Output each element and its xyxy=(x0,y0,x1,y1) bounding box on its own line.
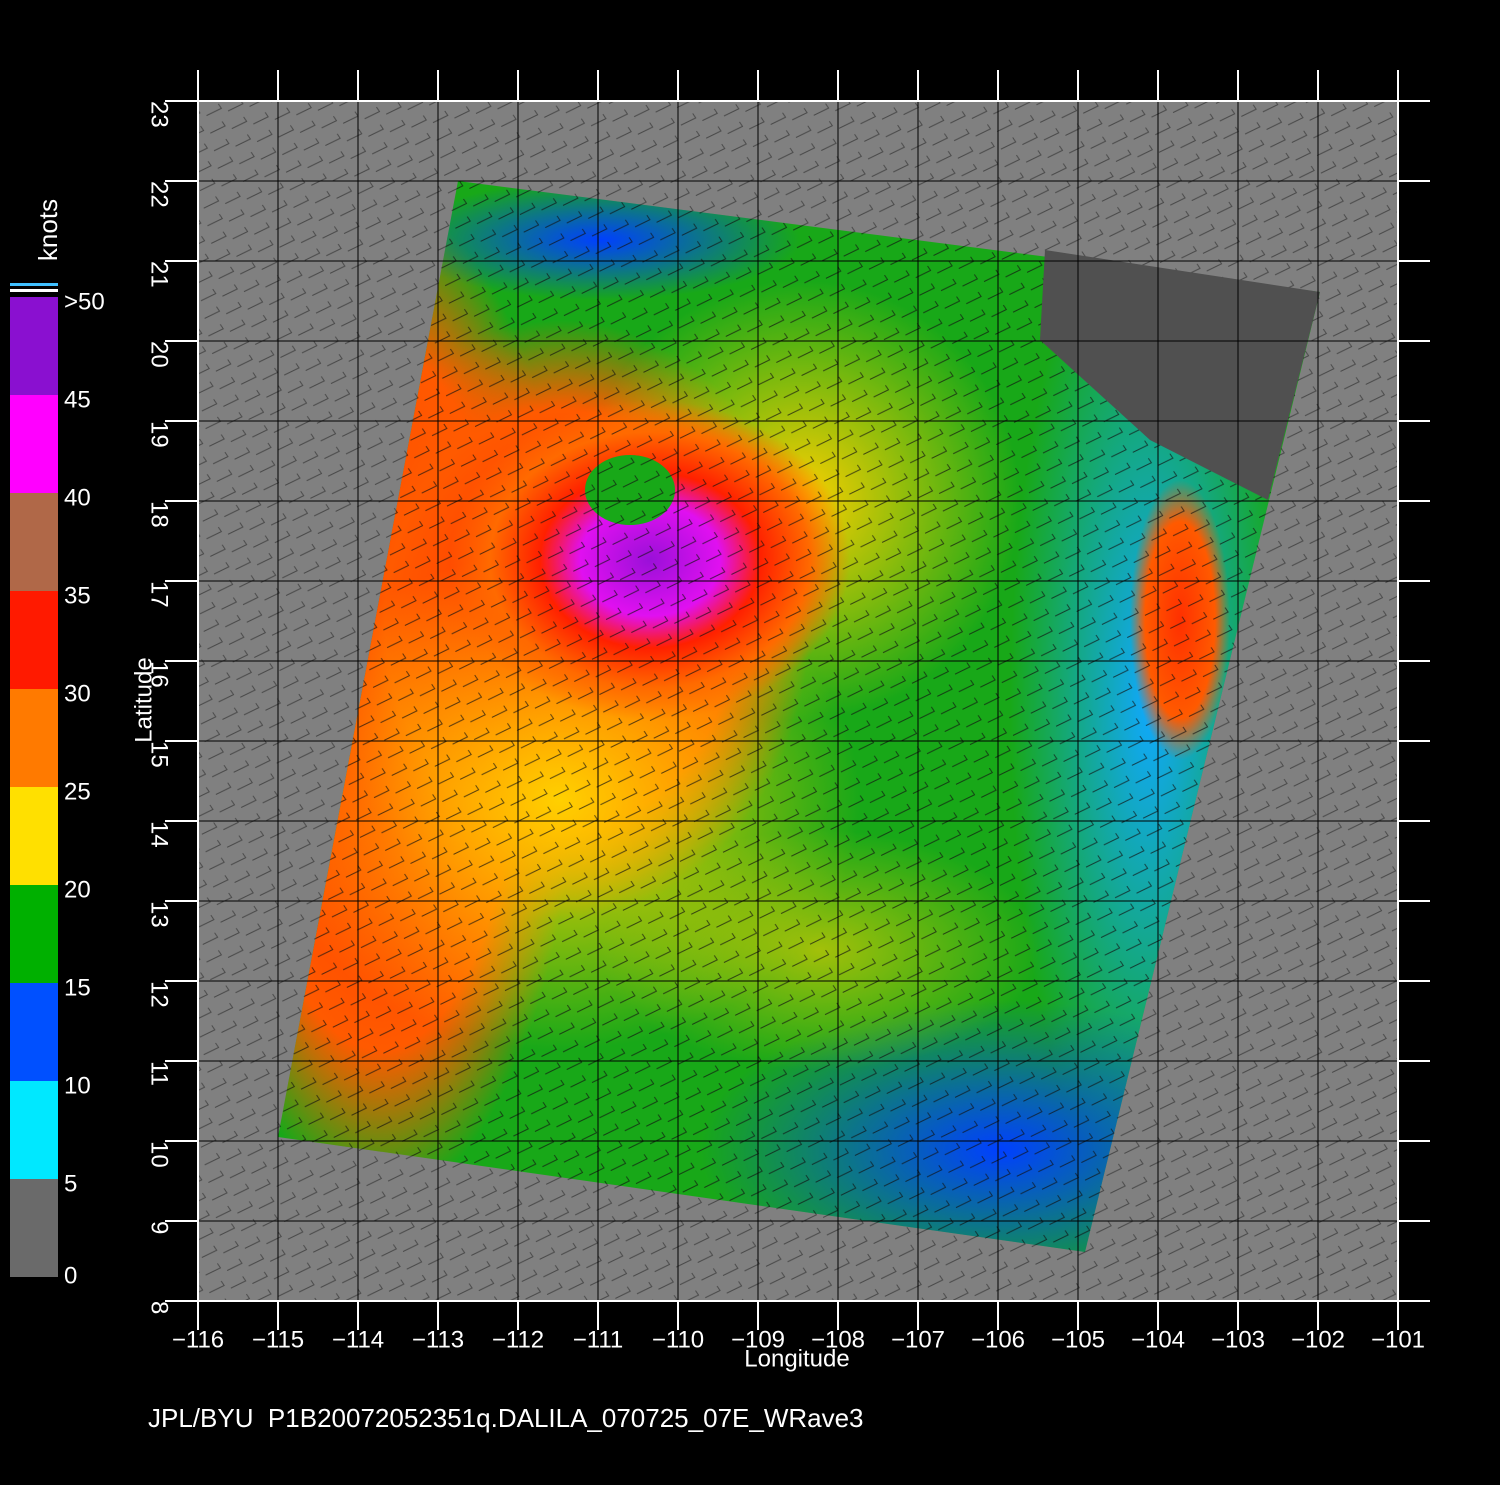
colorbar-band xyxy=(10,395,58,493)
colorbar-band xyxy=(10,493,58,591)
colorbar-tick-label: 15 xyxy=(64,974,91,1001)
colorbar-band xyxy=(10,1179,58,1277)
land-mask xyxy=(1040,250,1320,500)
colorbar-tick-label: 40 xyxy=(64,484,91,511)
y-tick-label: 8 xyxy=(146,1301,173,1314)
y-tick-label: 16 xyxy=(146,661,173,688)
x-tick-label: −104 xyxy=(1131,1326,1185,1353)
x-tick-label: −114 xyxy=(332,1326,384,1353)
colorbar-tick-label: >50 xyxy=(64,288,105,315)
colorbar-tick-label: 20 xyxy=(64,876,91,903)
x-tick-label: −109 xyxy=(731,1326,785,1353)
colorbar-decoration xyxy=(10,283,58,286)
colorbar-band xyxy=(10,297,58,395)
colorbar-band xyxy=(10,983,58,1081)
footer: JPL/BYU P1B20072052351q.DALILA_070725_07… xyxy=(148,1403,864,1433)
x-tick-label: −110 xyxy=(652,1326,704,1353)
y-tick-label: 9 xyxy=(146,1221,173,1234)
y-tick-label: 14 xyxy=(146,821,173,848)
colorbar-band xyxy=(10,591,58,689)
x-tick-label: −103 xyxy=(1211,1326,1265,1353)
y-tick-label: 19 xyxy=(146,421,173,448)
x-axis-label: Longitude xyxy=(744,1345,849,1372)
colorbar-tick-label: 45 xyxy=(64,386,91,413)
y-tick-label: 23 xyxy=(146,101,173,128)
x-tick-label: −101 xyxy=(1371,1326,1425,1353)
x-tick-label: −111 xyxy=(573,1326,624,1353)
colorbar-band xyxy=(10,787,58,885)
plot-area xyxy=(197,100,1399,1302)
x-tick-label: −113 xyxy=(412,1326,464,1353)
y-tick-label: 20 xyxy=(146,341,173,368)
colorbar-tick-label: 10 xyxy=(64,1072,91,1099)
y-tick-label: 15 xyxy=(146,741,173,768)
x-tick-label: −115 xyxy=(252,1326,304,1353)
y-tick-label: 21 xyxy=(146,261,173,288)
y-tick-label: 13 xyxy=(146,901,173,928)
y-tick-label: 12 xyxy=(146,981,173,1008)
colorbar-tick-label: 25 xyxy=(64,778,91,805)
x-tick-label: −108 xyxy=(811,1326,865,1353)
x-tick-label: −106 xyxy=(971,1326,1025,1353)
colorbar-tick-label: 0 xyxy=(64,1262,77,1289)
x-tick-label: −105 xyxy=(1051,1326,1105,1353)
plot-frame xyxy=(197,100,1399,1302)
x-tick-label: −112 xyxy=(492,1326,544,1353)
y-tick-label: 18 xyxy=(146,501,173,528)
colorbar-tick-label: 35 xyxy=(64,582,91,609)
y-tick-label: 10 xyxy=(146,1141,173,1168)
x-tick-label: −102 xyxy=(1291,1326,1345,1353)
y-tick-label: 17 xyxy=(146,581,173,608)
colorbar-tick-label: 5 xyxy=(64,1170,77,1197)
x-tick-label: −107 xyxy=(891,1326,945,1353)
colorbar-band xyxy=(10,1081,58,1179)
colorbar-tick-label: 30 xyxy=(64,680,91,707)
colorbar-band xyxy=(10,885,58,983)
colorbar-decoration xyxy=(10,289,58,292)
y-axis-label: Latitude xyxy=(130,657,157,742)
colorbar-title: knots xyxy=(33,199,63,261)
y-tick-label: 22 xyxy=(146,181,173,208)
y-tick-label: 11 xyxy=(146,1061,173,1086)
colorbar-band xyxy=(10,689,58,787)
x-tick-label: −116 xyxy=(172,1326,224,1353)
